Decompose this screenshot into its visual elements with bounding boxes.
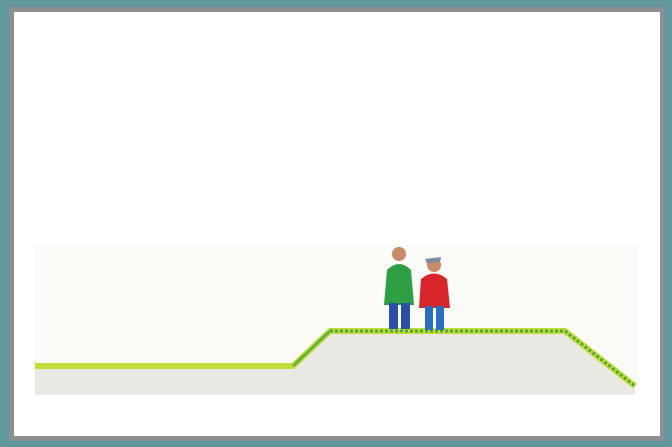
illustration: [0, 0, 672, 447]
page: [0, 0, 672, 447]
